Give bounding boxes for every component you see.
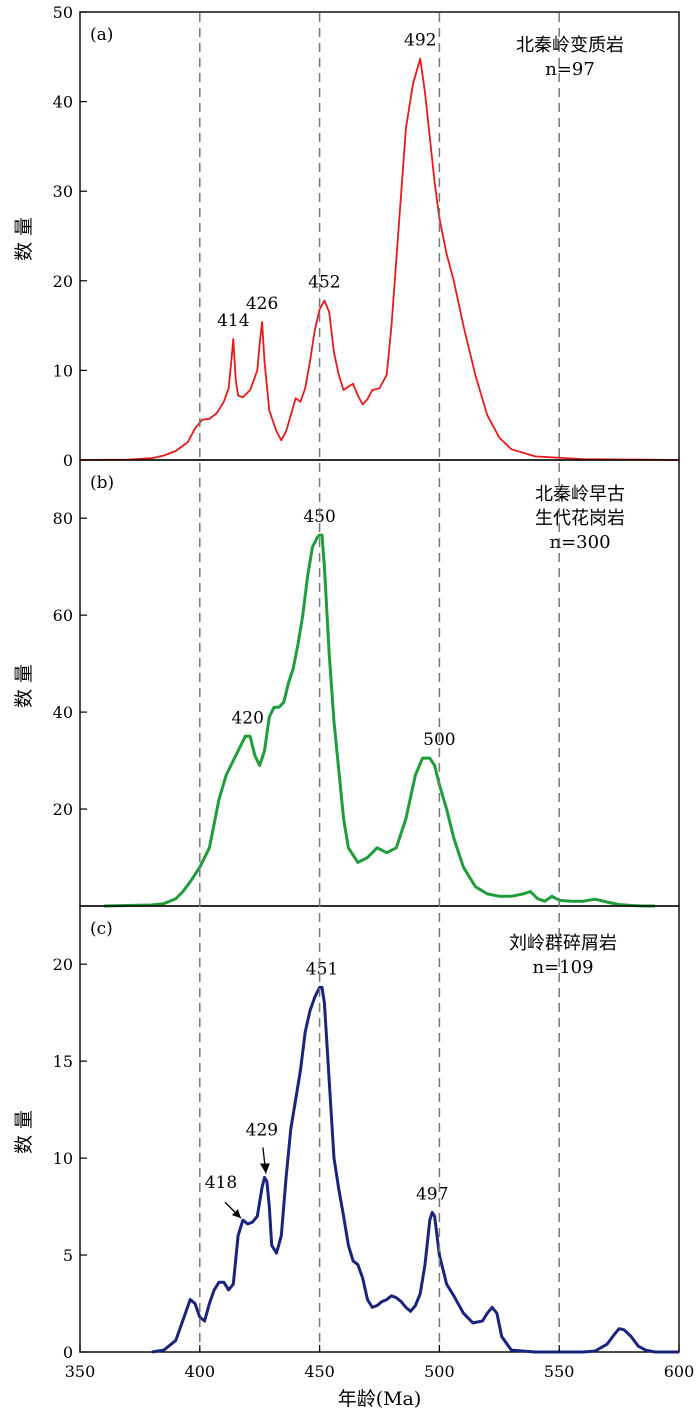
reference-lines bbox=[199, 13, 560, 1351]
panel-label: (a) bbox=[90, 25, 113, 45]
peak-label: 452 bbox=[308, 273, 340, 293]
y-tick-label: 20 bbox=[53, 955, 73, 974]
x-tick-label: 350 bbox=[65, 1362, 96, 1381]
y-tick-label: 10 bbox=[53, 361, 73, 380]
peak-label: 426 bbox=[246, 294, 278, 314]
y-tick-label: 10 bbox=[53, 1149, 73, 1168]
plot-frame bbox=[79, 905, 680, 1353]
y-tick-label: 5 bbox=[63, 1246, 73, 1265]
x-tick-label: 550 bbox=[544, 1362, 575, 1381]
x-axis: 350 400 450 500 550 600 年龄(Ma) bbox=[65, 1345, 695, 1410]
peak-arrow-head bbox=[259, 1163, 270, 1174]
x-tick-label: 500 bbox=[424, 1362, 455, 1381]
peak-label: 420 bbox=[231, 708, 263, 728]
y-axis-label: 数量 bbox=[13, 658, 35, 708]
peak-label: 451 bbox=[306, 959, 338, 979]
y-tick-label: 30 bbox=[53, 182, 73, 201]
age-distribution-curve bbox=[79, 57, 680, 461]
panel-label: (b) bbox=[90, 473, 114, 493]
sample-annotation: 北秦岭变质岩 bbox=[516, 35, 624, 56]
x-tick-label: 600 bbox=[664, 1362, 695, 1381]
peak-label: 418 bbox=[205, 1173, 237, 1193]
sample-annotation: 北秦岭早古 bbox=[535, 484, 625, 505]
y-tick-label: 40 bbox=[53, 93, 73, 112]
y-tick-label: 40 bbox=[53, 703, 73, 722]
y-tick-label: 50 bbox=[53, 3, 73, 22]
y-axis-label: 数量 bbox=[13, 211, 35, 261]
x-axis-label: 年龄(Ma) bbox=[338, 1388, 422, 1410]
sample-annotation: 生代花岗岩 bbox=[535, 508, 625, 529]
age-distribution-curve bbox=[103, 533, 655, 908]
peak-label: 414 bbox=[217, 311, 249, 331]
peak-label: 497 bbox=[416, 1184, 448, 1204]
peak-arrow-head bbox=[231, 1209, 241, 1219]
y-tick-label: 60 bbox=[53, 606, 73, 625]
panel-c: 0 5 10 15 20 数量 (c) 刘岭群碎屑岩 n=109 418 429 451 497 bbox=[13, 905, 680, 1362]
y-tick-label: 20 bbox=[53, 800, 73, 819]
age-distribution-curve bbox=[151, 985, 679, 1354]
y-tick-label: 20 bbox=[53, 272, 73, 291]
x-tick-label: 400 bbox=[185, 1362, 216, 1381]
sample-annotation: n=109 bbox=[532, 957, 593, 978]
sample-annotation: n=300 bbox=[549, 532, 610, 553]
sample-annotation: n=97 bbox=[545, 59, 595, 80]
peak-label: 450 bbox=[303, 507, 335, 527]
panel-label: (c) bbox=[90, 919, 113, 939]
y-tick-label: 15 bbox=[53, 1052, 73, 1071]
peak-label: 429 bbox=[246, 1120, 278, 1140]
x-tick-label: 450 bbox=[304, 1362, 335, 1381]
peak-label: 492 bbox=[404, 31, 436, 51]
sample-annotation: 刘岭群碎屑岩 bbox=[509, 933, 617, 954]
y-tick-label: 0 bbox=[63, 451, 73, 470]
y-tick-label: 80 bbox=[53, 509, 73, 528]
y-tick-label: 0 bbox=[63, 1343, 73, 1362]
y-axis-label: 数量 bbox=[13, 1104, 35, 1154]
